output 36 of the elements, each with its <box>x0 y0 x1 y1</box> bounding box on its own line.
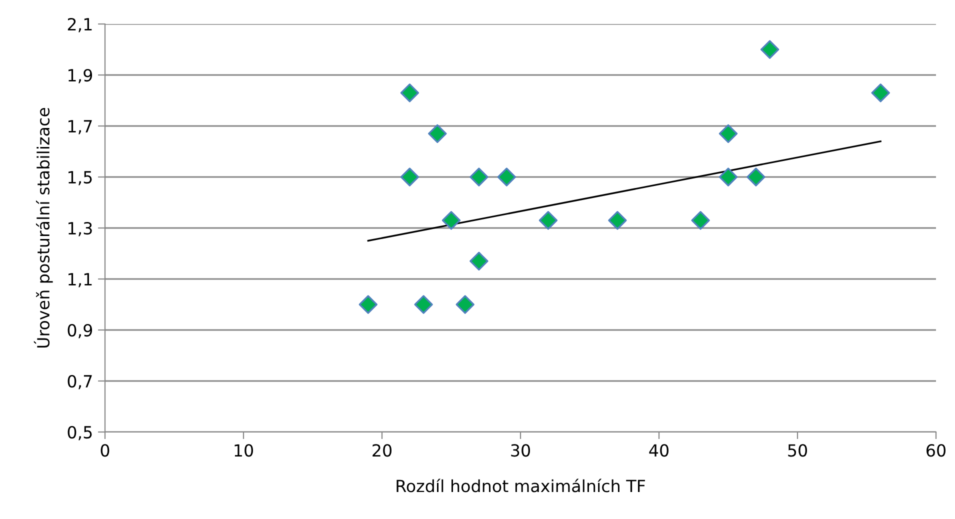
point <box>871 84 890 102</box>
y-tick-label: 1,3 <box>68 222 92 236</box>
point <box>414 295 433 314</box>
point <box>456 295 474 314</box>
point <box>718 124 738 143</box>
x-tick-label: 30 <box>511 444 530 457</box>
point <box>400 84 420 102</box>
y-tick-label: 1,5 <box>68 171 92 186</box>
point <box>497 168 516 186</box>
point <box>691 211 710 230</box>
y-tick-label: 0,7 <box>68 374 92 390</box>
point <box>608 211 627 230</box>
point <box>538 211 558 230</box>
point <box>400 168 420 186</box>
x-tick-label: 10 <box>234 444 253 457</box>
y-tick-label: 1,1 <box>68 273 92 288</box>
y-tick-label: 1,9 <box>68 68 92 84</box>
y-axis-title: Úroveň posturální stabilizace <box>34 108 53 348</box>
x-tick-label: 40 <box>649 444 668 457</box>
y-tick-label: 1,7 <box>68 120 92 134</box>
x-tick-label: 0 <box>100 444 110 457</box>
y-tick-label: 0,5 <box>68 426 92 440</box>
x-tick-label: 50 <box>788 444 807 457</box>
point <box>442 211 461 230</box>
point <box>746 168 766 186</box>
x-tick-label: 60 <box>926 444 946 457</box>
point <box>428 124 447 143</box>
point <box>470 252 488 270</box>
y-tick-label: 2,1 <box>68 18 92 32</box>
point <box>470 168 488 186</box>
y-tick-label: 0,9 <box>68 324 92 338</box>
x-axis-title: Rozdíl hodnot maximálních TF <box>396 478 645 492</box>
point <box>358 295 378 314</box>
x-tick-label: 20 <box>372 444 392 457</box>
point <box>760 40 780 59</box>
point <box>718 168 738 186</box>
